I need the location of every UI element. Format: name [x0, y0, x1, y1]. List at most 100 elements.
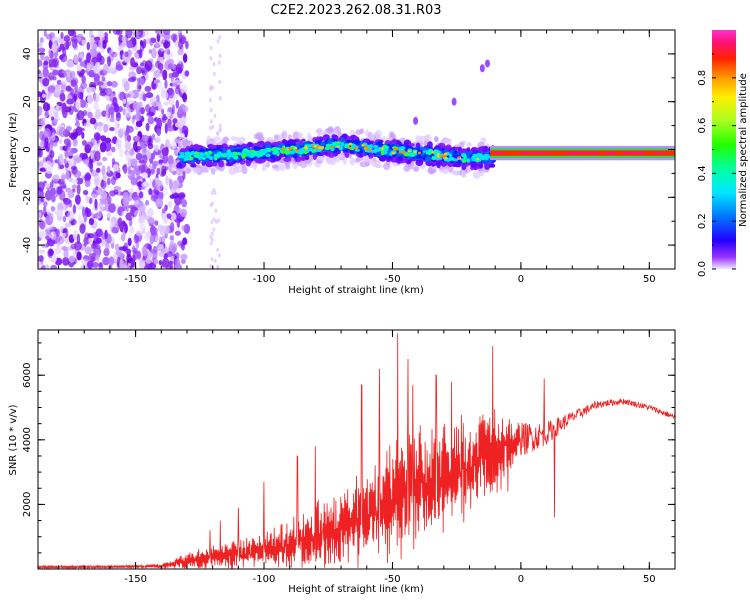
noise-blob [45, 109, 49, 117]
steady-line-peak [535, 152, 541, 155]
line-highlight [241, 150, 245, 155]
line-core [454, 154, 459, 158]
line-highlight [224, 152, 230, 158]
line-highlight [213, 153, 220, 158]
line-halo [234, 136, 241, 142]
noise-blob [93, 65, 98, 74]
noise-blob [210, 256, 214, 262]
noise-blob [49, 52, 55, 59]
noise-blob [129, 127, 133, 133]
line-highlight [431, 155, 436, 161]
noise-blob [212, 61, 216, 67]
noise-blob [84, 174, 88, 182]
noise-blob [145, 122, 150, 132]
line-hotspot [402, 150, 406, 154]
noise-blob [182, 105, 189, 113]
line-highlight [236, 152, 242, 156]
noise-blob [108, 256, 115, 266]
snr-background [38, 330, 675, 569]
noise-blob [107, 56, 112, 67]
line-highlight [201, 152, 206, 157]
noise-blob [100, 179, 107, 189]
noise-blob [149, 37, 154, 47]
line-highlight [476, 152, 483, 157]
noise-blob [160, 235, 165, 246]
noise-blob [65, 39, 70, 50]
noise-blob [61, 183, 67, 189]
noise-blob [181, 116, 188, 121]
noise-blob [169, 235, 175, 241]
noise-blob [74, 194, 81, 205]
noise-blob [40, 196, 45, 203]
line-halo [283, 131, 288, 140]
steady-line-peak [520, 152, 526, 155]
line-halo [359, 128, 365, 135]
line-hotspot [380, 147, 384, 150]
noise-blob [164, 79, 168, 89]
noise-blob [126, 40, 135, 49]
noise-blob [52, 69, 59, 76]
noise-blob [185, 40, 189, 50]
noise-blob [39, 160, 45, 166]
noise-blob [158, 190, 164, 201]
noise-blob [115, 138, 122, 150]
noise-blob [45, 235, 50, 240]
line-halo [461, 171, 467, 178]
noise-blob [105, 242, 110, 251]
noise-blob [133, 167, 139, 174]
noise-blob [142, 93, 147, 102]
noise-blob [38, 198, 42, 206]
line-core [269, 154, 276, 160]
line-band [206, 162, 214, 167]
noise-blob [83, 211, 88, 223]
line-band [283, 156, 292, 163]
noise-blob [171, 170, 177, 176]
noise-blob [87, 260, 94, 269]
harmonic-point [479, 64, 485, 73]
noise-blob [161, 257, 170, 268]
noise-blob [80, 39, 87, 45]
noise-blob [212, 217, 216, 222]
noise-blob [157, 62, 164, 71]
line-halo [210, 167, 216, 175]
noise-blob [184, 70, 190, 77]
line-highlight [280, 151, 286, 154]
noise-blob [139, 224, 147, 231]
noise-blob [58, 154, 64, 166]
steady-line-peak [660, 152, 666, 155]
noise-blob [87, 111, 93, 119]
noise-blob [139, 202, 146, 213]
noise-blob [213, 113, 217, 119]
line-halo [287, 134, 292, 141]
noise-blob [90, 213, 95, 218]
noise-blob [86, 61, 91, 72]
line-band [226, 162, 234, 167]
line-core [320, 141, 326, 147]
steady-line-peak [571, 152, 577, 155]
line-halo [285, 165, 291, 170]
noise-blob [95, 228, 103, 238]
noise-blob [134, 200, 140, 206]
noise-blob [99, 91, 107, 97]
steady-line-peak [586, 152, 592, 155]
noise-blob [138, 164, 146, 175]
line-band [392, 138, 397, 145]
line-highlight [336, 141, 342, 144]
line-halo [374, 164, 383, 169]
steady-line-peak [595, 152, 601, 155]
line-highlight [262, 148, 269, 154]
noise-blob [145, 92, 154, 99]
noise-blob [171, 180, 179, 190]
noise-blob [55, 104, 60, 111]
noise-blob [101, 156, 108, 162]
noise-blob [130, 57, 135, 67]
line-highlight [249, 149, 256, 153]
noise-blob [38, 105, 43, 117]
noise-blob [209, 86, 212, 92]
colorbar-tick-label: 0.8 [697, 70, 708, 86]
noise-blob [101, 165, 106, 176]
noise-blob [88, 217, 95, 226]
noise-blob [119, 260, 126, 269]
line-band [415, 158, 424, 166]
line-halo [329, 156, 337, 166]
